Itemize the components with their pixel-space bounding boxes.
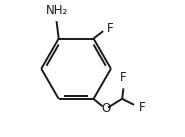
Text: O: O <box>101 102 110 115</box>
Text: NH₂: NH₂ <box>46 4 68 17</box>
Text: F: F <box>139 101 145 114</box>
Text: F: F <box>107 22 114 35</box>
Text: F: F <box>120 71 127 84</box>
